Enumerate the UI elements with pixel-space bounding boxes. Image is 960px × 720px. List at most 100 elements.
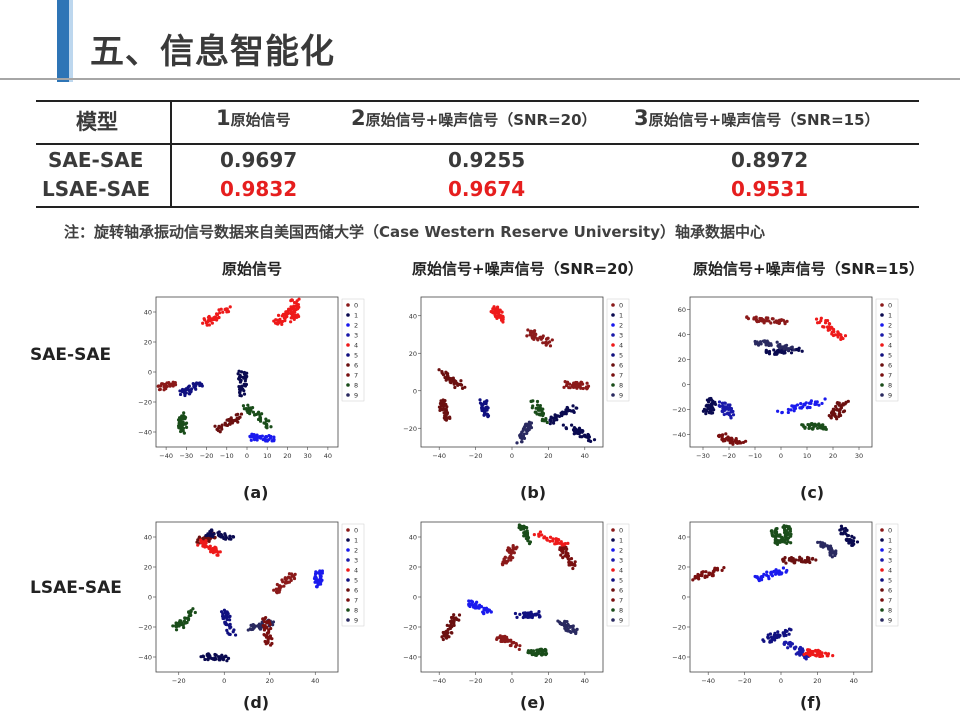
legend-label: 3 xyxy=(354,557,358,565)
legend-label: 2 xyxy=(888,547,892,555)
legend-label: 5 xyxy=(888,577,892,585)
legend-label: 8 xyxy=(888,607,892,615)
scatter-point xyxy=(770,529,774,533)
scatter-point xyxy=(709,411,714,415)
scatter-point xyxy=(532,532,536,537)
y-tick-label: 20 xyxy=(144,339,152,347)
x-tick-label: 0 xyxy=(779,677,783,685)
scatter-point xyxy=(270,641,274,646)
x-tick-label: 0 xyxy=(510,452,514,460)
scatter-point xyxy=(236,372,240,376)
y-tick-label: −20 xyxy=(138,624,152,632)
scatter-point xyxy=(269,425,273,429)
scatter-point xyxy=(592,438,597,442)
scatter-point xyxy=(259,436,263,440)
scatter-point xyxy=(251,410,256,414)
scatter-point xyxy=(711,569,715,574)
scatter-point xyxy=(575,380,579,385)
scatter-point xyxy=(530,612,534,617)
scatter-point xyxy=(841,410,846,414)
legend-label: 4 xyxy=(888,567,892,575)
caption-b: (b) xyxy=(520,483,547,502)
y-tick-label: −20 xyxy=(672,624,686,632)
scatter-point xyxy=(784,640,788,645)
scatter-point xyxy=(573,560,577,564)
legend-label: 1 xyxy=(354,312,358,320)
cluster-class-8 xyxy=(529,399,549,425)
scatter-point xyxy=(561,546,566,550)
scatter-point xyxy=(544,416,548,421)
scatter-point xyxy=(289,320,293,324)
cluster-class-2 xyxy=(312,569,324,589)
scatter-point xyxy=(225,617,229,622)
y-tick-label: −40 xyxy=(138,654,152,662)
legend-swatch xyxy=(880,618,884,622)
scatter-point xyxy=(184,387,188,391)
x-tick-label: 40 xyxy=(324,452,332,460)
scatter-point xyxy=(230,420,234,424)
scatter-point xyxy=(219,307,223,311)
scatter-point xyxy=(540,410,544,414)
scatter-point xyxy=(504,561,508,565)
scatter-point xyxy=(780,410,784,415)
legend-label: 2 xyxy=(619,322,623,330)
x-tick-label: 10 xyxy=(263,452,271,460)
scatter-point xyxy=(587,438,591,442)
scatter-point xyxy=(566,555,570,559)
scatter-point xyxy=(574,427,578,431)
scatter-point xyxy=(228,622,232,626)
scatter-point xyxy=(524,536,528,541)
scatter-point xyxy=(519,436,524,440)
scatter-point xyxy=(794,645,798,649)
scatter-point xyxy=(486,412,490,417)
cluster-class-7 xyxy=(716,432,748,446)
caption-f: (f) xyxy=(800,693,822,712)
scatter-point xyxy=(182,619,187,623)
legend-swatch xyxy=(880,578,884,582)
cluster-class-7 xyxy=(261,615,274,647)
legend-label: 2 xyxy=(888,322,892,330)
scatter-point xyxy=(203,543,207,547)
scatter-point xyxy=(290,572,294,576)
scatter-point xyxy=(525,614,529,618)
scatter-point xyxy=(276,588,281,592)
legend-swatch xyxy=(611,323,615,327)
x-tick-label: 0 xyxy=(779,452,783,460)
scatter-point xyxy=(833,333,837,337)
scatter-point xyxy=(503,634,507,638)
scatter-point xyxy=(213,652,217,657)
legend-swatch xyxy=(611,608,615,612)
cluster-class-4 xyxy=(272,304,300,326)
scatter-point xyxy=(452,619,456,623)
scatter-point xyxy=(586,432,590,437)
scatter-point xyxy=(525,334,529,338)
scatter-point xyxy=(585,381,589,385)
legend-label: 9 xyxy=(354,617,358,625)
scatter-point xyxy=(276,313,281,317)
cluster-class-1 xyxy=(701,396,718,416)
legend-swatch xyxy=(346,383,350,387)
scatter-point xyxy=(455,617,459,622)
scatter-point xyxy=(193,610,197,615)
scatter-point xyxy=(530,615,534,620)
scatter-point xyxy=(275,582,279,587)
cluster-class-6 xyxy=(827,399,850,421)
scatter-point xyxy=(278,317,282,321)
scatter-point xyxy=(291,313,295,317)
scatter-point xyxy=(209,531,213,536)
legend-label: 0 xyxy=(354,527,358,535)
scatter-point xyxy=(445,377,449,381)
scatter-point xyxy=(787,536,791,540)
scatter-point xyxy=(162,388,166,392)
x-tick-label: 20 xyxy=(544,677,552,685)
cluster-class-6 xyxy=(781,555,818,565)
scatter-point xyxy=(173,381,177,385)
y-tick-label: 0 xyxy=(682,381,686,389)
scatter-point xyxy=(239,412,244,416)
scatter-point xyxy=(236,417,241,421)
scatter-point xyxy=(728,441,732,445)
x-tick-label: −20 xyxy=(469,452,483,460)
scatter-point xyxy=(753,339,757,344)
scatter-point xyxy=(501,639,505,643)
scatter-point xyxy=(224,307,228,311)
